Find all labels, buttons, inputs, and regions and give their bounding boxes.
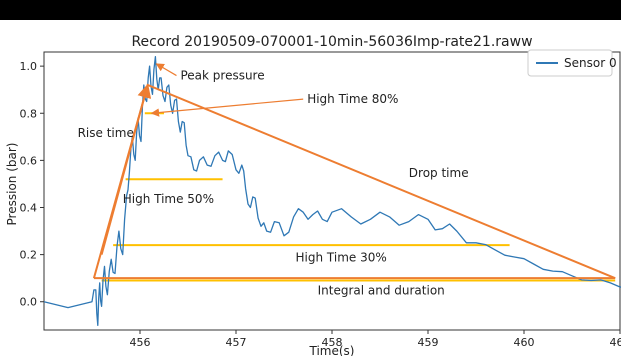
top-black-bar xyxy=(0,0,621,20)
y-tick-label: 0.2 xyxy=(20,249,38,262)
annotation-arrow-0 xyxy=(155,63,177,77)
x-tick-label: 459 xyxy=(418,336,439,349)
rise-arrow xyxy=(100,83,152,255)
annotation-label-1: High Time 80% xyxy=(307,92,398,106)
annotations: Peak pressure High Time 80% Rise time Drop … xyxy=(78,63,469,298)
peak-triangle xyxy=(92,83,616,280)
series-line-sensor-0 xyxy=(43,56,621,326)
x-tick-label: 457 xyxy=(226,336,247,349)
chart-title: Record 20190509-070001-10min-56036Imp-ra… xyxy=(131,34,532,50)
x-tick-label: 458 xyxy=(322,336,343,349)
orange-lines xyxy=(92,83,616,280)
x-tick-label: 456 xyxy=(130,336,151,349)
y-tick-label: 0.0 xyxy=(20,296,38,309)
legend-box xyxy=(527,49,613,77)
annotation-label-6: Integral and duration xyxy=(318,284,445,298)
x-tick-label: 460 xyxy=(514,336,535,349)
y-ticks: 0.0 0.2 0.4 0.6 0.8 1.0 xyxy=(20,60,44,309)
y-axis-label: Pression (bar) xyxy=(5,143,19,226)
x-tick-label: 461 xyxy=(610,336,621,349)
x-ticks: 456457458459460461462 xyxy=(130,330,621,349)
y-tick-label: 0.6 xyxy=(20,154,38,167)
annotation-label-5: High Time 30% xyxy=(296,251,387,265)
annotation-label-3: Drop time xyxy=(409,166,469,180)
level-lines xyxy=(101,112,616,282)
annotation-label-4: High Time 50% xyxy=(123,192,214,206)
y-tick-label: 1.0 xyxy=(20,60,38,73)
legend: Sensor 0 xyxy=(527,49,617,77)
y-tick-label: 0.4 xyxy=(20,201,38,214)
series-layer xyxy=(43,56,621,326)
annotation-arrow-1 xyxy=(150,98,304,117)
annotation-label-2: Rise time xyxy=(78,126,134,140)
y-tick-label: 0.8 xyxy=(20,107,38,120)
annotation-label-0: Peak pressure xyxy=(180,69,264,83)
legend-label-sensor-0: Sensor 0 xyxy=(564,56,617,70)
x-axis-label: Time(s) xyxy=(309,344,355,356)
